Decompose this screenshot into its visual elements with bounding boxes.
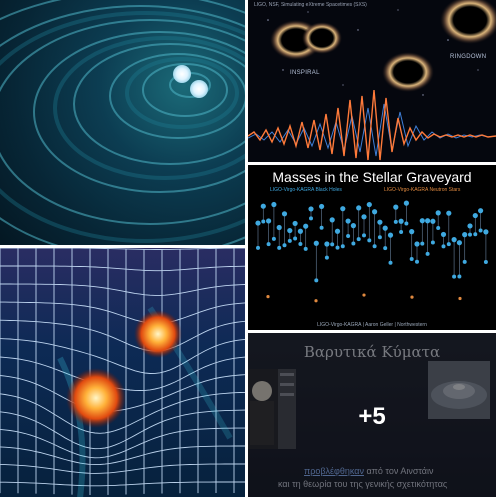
slide-text-line-1: προβλέφθηκαν από τον Αινστάιν [304,466,434,476]
image-credit-caption: LIGO, NSF, Simulating eXtreme Spacetimes… [254,2,367,8]
photo-stellar-graveyard[interactable]: Masses in the Stellar Graveyard LIGO-Vir… [248,165,496,330]
photo-black-hole-merger[interactable]: LIGO, NSF, Simulating eXtreme Spacetimes… [248,0,496,162]
slide-pictures [248,361,490,449]
legend-neutron-stars: LIGO-Virgo-KAGRA Neutron Stars [384,187,461,193]
photo-greek-slide-more[interactable]: Βαρυτικά Κύματα προβλέφθηκαν από τον Αιν… [248,333,496,497]
legend-black-holes: LIGO-Virgo-KAGRA Black Holes [270,187,342,193]
slide-link[interactable]: προβλέφθηκαν [304,466,364,476]
photo-spacetime-grid[interactable] [0,248,245,497]
more-photos-count[interactable]: +5 [358,403,386,430]
graveyard-title: Masses in the Stellar Graveyard [272,169,472,185]
black-hole-merger-illustration [248,0,496,161]
graveyard-credit: LIGO-Virgo-KAGRA | Aaron Geller | Northw… [317,322,427,328]
slide-line-1-rest: από τον Αινστάιν [363,466,434,476]
ringdown-label: RINGDOWN [450,54,487,60]
slide-title: Βαρυτικά Κύματα [303,343,441,361]
spacetime-grid-illustration [0,248,245,497]
photo-binary-spiral[interactable] [0,0,245,245]
more-photos-overlay[interactable] [248,333,496,497]
spiral-waves-illustration [0,0,245,245]
inspiral-label: INSPIRAL [290,70,320,76]
slide-text-line-2: και τη θεωρία του της γενικής σχετικότητ… [278,479,448,489]
stellar-graveyard-illustration [255,200,489,303]
